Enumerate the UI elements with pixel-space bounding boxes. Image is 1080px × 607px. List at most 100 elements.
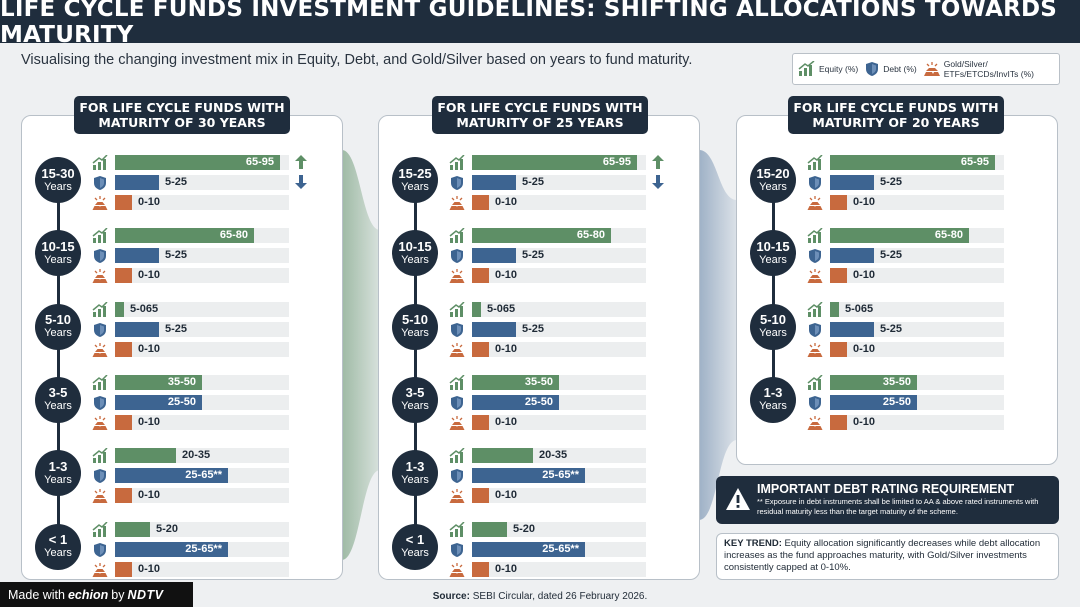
maturity-group: 1-3 Years 20-35 25-65** 0-10 [22,446,342,512]
gold-bar-row: 0-10 [92,193,322,213]
debt-value-label: 5-25 [165,322,188,335]
debt-bar [472,394,559,410]
legend-item-gold: Gold/Silver/ETFs/ETCDs/InvITs (%) [923,59,1034,79]
gold-value-label: 0-10 [138,342,161,355]
debt-bar [472,321,516,337]
debt-bar [830,175,874,190]
debt-bar-track: 25-65** [115,541,289,557]
gold-bar-row: 0-10 [449,340,679,360]
equity-bar-track: 35-50 [830,374,1004,390]
chart-panel-30-years: 15-30 Years 65-95 5-25 0-10 10-15 Years 65-80 5-… [21,115,343,580]
gold-value-label: 0-10 [495,562,518,575]
debt-bar-row: 25-50 [449,393,679,413]
gold-bar [115,268,132,284]
years-badge: 15-25 Years [392,157,438,203]
gold-value-label: 0-10 [495,342,518,355]
equity-bar [115,301,124,317]
watermark-by: by [111,587,125,602]
gold-value-label: 0-10 [138,562,161,575]
debt-bar-track: 5-25 [830,175,1004,190]
key-trend-text: Equity allocation significantly decrease… [724,538,1041,573]
debt-value-label: 5-25 [880,322,903,335]
legend: Equity (%) Debt (%) Gold/Silver/ETFs/ETC… [792,53,1060,85]
growth-chart-icon [92,301,108,317]
equity-bar [830,301,839,317]
years-word-label: Years [401,400,429,413]
equity-value-label: 65-95 [602,156,631,168]
debt-bar-track: 25-50 [115,394,289,410]
equity-bar-track: 65-80 [472,228,646,244]
maturity-group: 15-20 Years 65-95 5-25 0-10 [737,153,1057,219]
equity-bar-track: 65-80 [115,228,289,244]
gold-bar-track: 0-10 [115,561,289,577]
gold-value-label: 0-10 [495,269,518,282]
equity-bar [115,448,176,464]
equity-bar-track: 5-065 [830,301,1004,317]
growth-chart-icon [449,521,465,537]
maturity-group: 15-30 Years 65-95 5-25 0-10 [22,153,342,219]
growth-chart-icon [92,228,108,244]
debt-bar [830,248,874,264]
maturity-group: 5-10 Years 5-065 5-25 0-10 [22,300,342,366]
debt-bar [830,394,917,410]
gold-bars-icon [807,269,823,284]
shield-icon [809,322,821,337]
chart-panel-25-years: 15-25 Years 65-95 5-25 0-10 10-15 Years 65-80 5-… [378,115,700,580]
shield-icon [809,176,821,190]
years-range-label: 5-10 [401,312,429,328]
arrow-down-icon [652,175,664,189]
shield-icon [451,542,463,557]
years-word-label: Years [44,473,72,486]
watermark-brand: echion [67,587,109,602]
debt-bar-row: 5-25 [92,246,322,266]
gold-bars-icon [807,342,823,357]
growth-chart-icon [92,155,108,170]
shield-icon [94,176,106,190]
maturity-group: 3-5 Years 35-50 25-50 0-10 [22,373,342,439]
equity-bar [472,155,637,170]
gold-bars-icon [449,415,465,430]
gold-bar [115,561,132,577]
source-label: Source: [432,591,470,602]
gold-value-label: 0-10 [138,489,161,502]
maturity-group: < 1 Years 5-20 25-65** 0-10 [379,520,699,586]
gold-bar-track: 0-10 [830,341,1004,357]
debt-bar-track: 25-65** [115,468,289,484]
years-badge: 10-15 Years [35,230,81,277]
debt-bar-row: 25-65** [92,466,322,486]
gold-bar-track: 0-10 [115,341,289,357]
gold-bars-icon [92,269,108,284]
equity-bar-row: 35-50 [92,373,322,393]
debt-value-label: 25-50 [524,395,553,408]
gold-value-label: 0-10 [853,269,876,282]
debt-bar-row: 5-25 [92,320,322,340]
debt-value-label: 5-25 [165,176,188,188]
important-note: IMPORTANT DEBT RATING REQUIREMENT ** Exp… [716,476,1059,524]
source-note: Source: SEBI Circular, dated 26 February… [0,591,1080,602]
important-title: IMPORTANT DEBT RATING REQUIREMENT [757,482,1015,496]
debt-bar-track: 5-25 [115,175,289,190]
years-word-label: Years [44,180,72,193]
gold-bar-row: 0-10 [449,486,679,506]
debt-bar-track: 5-25 [472,248,646,264]
years-range-label: 15-20 [756,165,790,181]
maturity-group: 5-10 Years 5-065 5-25 0-10 [737,300,1057,366]
debt-bar-track: 5-25 [830,321,1004,337]
shield-icon [94,249,106,264]
gold-bar-track: 0-10 [115,414,289,430]
equity-bar [115,374,202,390]
years-word-label: Years [759,327,787,340]
equity-bar [472,448,533,464]
page-subtitle: Visualising the changing investment mix … [21,52,693,68]
equity-bar-track: 5-20 [472,521,646,537]
equity-bar-row: 35-50 [449,373,679,393]
years-badge: 3-5 Years [392,376,438,423]
gold-bar-row: 0-10 [807,193,1037,213]
years-range-label: 10-15 [756,238,790,254]
gold-bar [830,195,847,210]
equity-bar-row: 5-065 [807,300,1037,320]
debt-bar-track: 5-25 [115,248,289,264]
maturity-group: 3-5 Years 35-50 25-50 0-10 [379,373,699,439]
growth-chart-icon [798,61,815,76]
